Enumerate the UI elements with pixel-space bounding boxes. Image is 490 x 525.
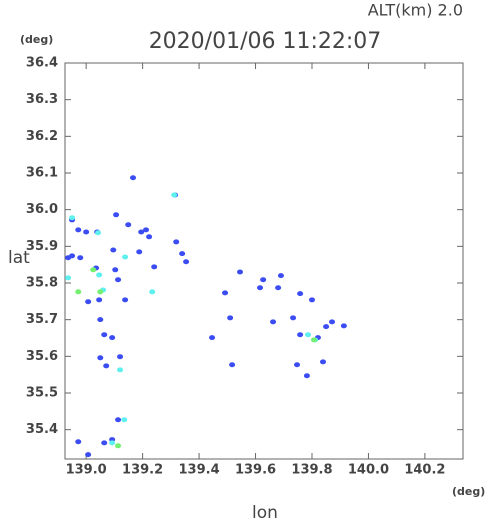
echo-point bbox=[138, 229, 145, 235]
x-tick-label: 140.2 bbox=[404, 463, 445, 478]
y-tick-label: 36.1 bbox=[26, 166, 58, 181]
y-tick-label: 36.4 bbox=[26, 56, 58, 71]
echo-point bbox=[125, 222, 132, 228]
echo-point bbox=[65, 275, 72, 281]
x-tick-label: 139.0 bbox=[66, 463, 107, 478]
plot-frame bbox=[64, 62, 464, 460]
echo-point bbox=[115, 277, 122, 283]
chart-title: 2020/01/06 11:22:07 bbox=[149, 29, 382, 54]
y-axis-label: lat bbox=[8, 248, 30, 268]
echo-point bbox=[90, 267, 97, 273]
echo-point bbox=[209, 335, 216, 341]
y-tick-label: 36.0 bbox=[26, 202, 58, 217]
y-tick-label: 35.6 bbox=[26, 349, 58, 364]
echo-point bbox=[103, 363, 110, 369]
echo-point bbox=[229, 362, 236, 368]
echo-point bbox=[85, 452, 92, 458]
y-tick-label: 35.9 bbox=[26, 239, 58, 254]
echo-point bbox=[85, 299, 92, 305]
echo-point bbox=[294, 362, 301, 368]
echo-point bbox=[143, 227, 150, 233]
echo-point bbox=[277, 273, 284, 279]
echo-point bbox=[96, 297, 103, 303]
echo-point bbox=[136, 249, 143, 255]
y-tick-label: 35.5 bbox=[26, 386, 58, 401]
x-tick-label: 140.0 bbox=[348, 463, 389, 478]
echo-point bbox=[95, 230, 102, 236]
echo-point bbox=[275, 285, 282, 291]
y-tick-label: 36.3 bbox=[26, 92, 58, 107]
echo-point bbox=[173, 239, 180, 245]
echo-point bbox=[115, 443, 122, 449]
echo-point bbox=[308, 297, 315, 303]
echo-point bbox=[183, 259, 190, 265]
echo-point bbox=[297, 332, 304, 338]
echo-point bbox=[260, 277, 267, 283]
echo-point bbox=[290, 315, 297, 321]
x-unit: (deg) bbox=[452, 485, 485, 498]
echo-point bbox=[122, 254, 129, 260]
echo-point bbox=[222, 290, 229, 296]
echo-point bbox=[83, 229, 90, 235]
echo-point bbox=[305, 332, 312, 338]
echo-point bbox=[122, 297, 129, 303]
echo-point bbox=[110, 247, 117, 253]
echo-point bbox=[151, 264, 158, 270]
echo-point bbox=[227, 315, 234, 321]
echo-point bbox=[237, 269, 244, 275]
echo-point bbox=[113, 212, 120, 218]
echo-point bbox=[146, 234, 153, 240]
echo-point bbox=[96, 272, 103, 278]
x-tick-label: 139.4 bbox=[179, 463, 220, 478]
y-tick-label: 35.4 bbox=[26, 422, 58, 437]
echo-point bbox=[149, 289, 156, 295]
echo-point bbox=[310, 337, 317, 343]
echo-point bbox=[109, 440, 116, 446]
echo-point bbox=[97, 317, 104, 323]
y-tick-label: 35.8 bbox=[26, 276, 58, 291]
y-tick-label: 36.2 bbox=[26, 129, 58, 144]
echo-point bbox=[77, 255, 84, 261]
echo-point bbox=[340, 323, 347, 329]
echo-point bbox=[101, 332, 108, 338]
echo-point bbox=[179, 251, 186, 257]
x-tick-label: 139.2 bbox=[122, 463, 163, 478]
echo-point bbox=[319, 359, 326, 365]
echo-point bbox=[130, 175, 137, 181]
x-axis-label: lon bbox=[252, 503, 278, 521]
echo-point bbox=[75, 289, 82, 295]
echo-point bbox=[117, 367, 124, 373]
echo-point bbox=[112, 267, 119, 273]
echo-point bbox=[270, 319, 277, 325]
echo-point bbox=[121, 417, 128, 423]
echo-point bbox=[257, 285, 264, 291]
y-tick-label: 35.7 bbox=[26, 312, 58, 327]
echo-point bbox=[75, 439, 82, 445]
echo-point bbox=[329, 319, 336, 325]
echo-point bbox=[69, 215, 76, 221]
echo-point bbox=[75, 227, 82, 233]
x-tick-label: 139.6 bbox=[235, 463, 276, 478]
echo-point bbox=[97, 355, 104, 361]
y-unit: (deg) bbox=[20, 33, 53, 46]
echo-point bbox=[115, 417, 122, 423]
echo-point bbox=[297, 291, 304, 297]
echo-point bbox=[109, 335, 116, 341]
x-tick-label: 139.8 bbox=[291, 463, 332, 478]
echo-point bbox=[323, 324, 330, 330]
echo-point bbox=[97, 289, 104, 295]
echo-point bbox=[101, 440, 108, 446]
echo-point bbox=[303, 373, 310, 379]
echo-point bbox=[171, 192, 178, 198]
echo-point bbox=[117, 354, 124, 360]
echo-point bbox=[69, 253, 76, 259]
altitude-label: ALT(km) 2.0 bbox=[368, 1, 463, 20]
